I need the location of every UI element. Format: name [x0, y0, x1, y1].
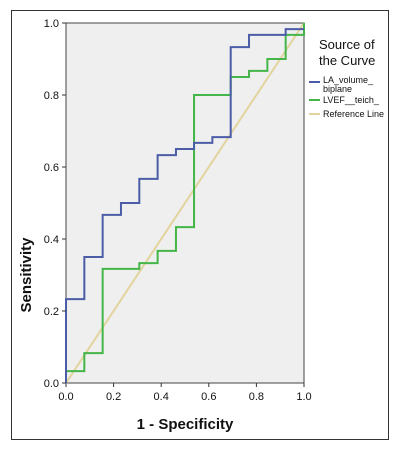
series-line-reference-line [65, 22, 305, 384]
legend-label: biplane [323, 84, 352, 94]
x-tick-label: 1.0 [296, 391, 311, 403]
x-tick-label: 0.4 [154, 391, 169, 403]
x-axis-title: 1 - Specificity [137, 416, 234, 433]
legend-label: LVEF__teich_ [323, 95, 380, 105]
y-tick-label: 1.0 [44, 18, 59, 30]
legend-label: LA_volume_ [323, 75, 374, 85]
x-axis-ticks: 0.0 0.2 0.4 0.6 0.8 1.0 [58, 383, 312, 403]
x-tick-label: 0.8 [249, 391, 264, 403]
roc-chart: 0.0 0.2 0.4 0.6 0.8 1.0 0.0 0.2 0.4 0.6 0.8 1.0 1 … [18, 18, 384, 433]
y-tick-label: 0.6 [44, 162, 59, 174]
legend-label: Reference Line [323, 109, 384, 119]
y-axis-ticks: 0.0 0.2 0.4 0.6 0.8 1.0 [44, 18, 66, 390]
legend-title-line-1: Source of [319, 37, 375, 52]
series-line-la-volume-biplane [65, 28, 304, 383]
series-line-lvef-teich [65, 23, 305, 383]
y-tick-label: 0.2 [44, 306, 59, 318]
x-tick-label: 0.0 [58, 391, 73, 403]
y-tick-label: 0.8 [44, 90, 59, 102]
legend-title-line-2: the Curve [319, 53, 375, 68]
y-tick-label: 0.0 [44, 378, 59, 390]
y-tick-label: 0.4 [44, 234, 59, 246]
series-lines [65, 22, 305, 384]
x-tick-label: 0.2 [106, 391, 121, 403]
y-axis-title: Sensitivity [18, 237, 35, 313]
figure-frame: 0.0 0.2 0.4 0.6 0.8 1.0 0.0 0.2 0.4 0.6 0.8 1.0 1 … [11, 10, 389, 440]
x-tick-label: 0.6 [201, 391, 216, 403]
